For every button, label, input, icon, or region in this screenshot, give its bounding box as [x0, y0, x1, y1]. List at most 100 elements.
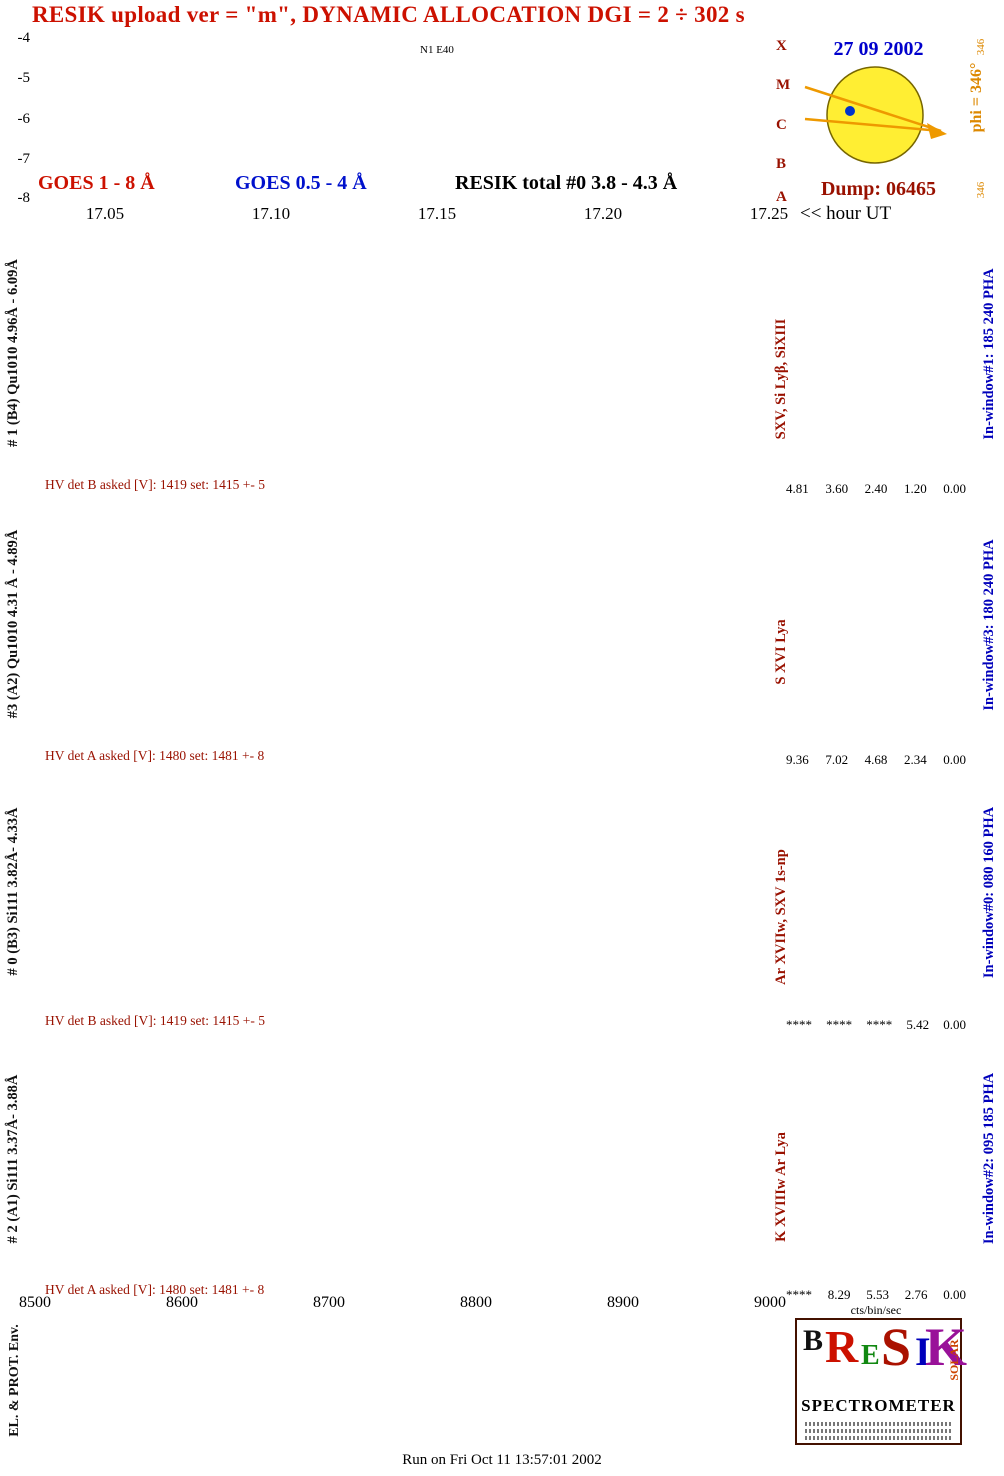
panel4-rate-histogram [790, 1035, 962, 1090]
resik-spectrometer-logo: B R E S I K SOLAR SPECTROMETER [795, 1317, 967, 1445]
logo-fineprint-line [805, 1429, 953, 1433]
hist-units-label: cts/bin/sec [850, 1303, 902, 1317]
dgi-tick: 8700 [313, 1294, 345, 1311]
axis-value: 9.36 [786, 752, 809, 767]
panel2-hist-axis: 9.36 7.02 4.68 2.34 0.00 [786, 752, 966, 768]
panel2-pha-histogram [790, 558, 962, 746]
logo-letter: B [803, 1324, 824, 1357]
panel4-window-label: In-window#2: 095 185 PHA [981, 1072, 997, 1245]
panel3-window-label: In-window#0: 080 160 PHA [981, 806, 997, 979]
goes-xtick: 17.20 [583, 204, 623, 223]
axis-value: 7.02 [825, 752, 849, 767]
axis-value: **** [786, 1017, 812, 1032]
panel1-spectrogram [35, 283, 770, 475]
dgi-tick: 8800 [460, 1294, 492, 1311]
logo-letter: E [861, 1340, 880, 1371]
page-title: RESIK upload ver = "m", DYNAMIC ALLOCATI… [32, 2, 745, 27]
panel1-rate-strip [35, 228, 770, 278]
panel2-rate-strip [35, 500, 770, 555]
goes-ytick: -5 [17, 70, 31, 86]
axis-value: 0.00 [943, 481, 966, 496]
axis-value: 5.53 [866, 1287, 889, 1302]
axis-value: 0.00 [943, 752, 966, 767]
axis-value: 4.81 [786, 481, 809, 496]
run-timestamp: Run on Fri Oct 11 13:57:01 2002 [402, 1452, 602, 1468]
goes-xtick: 17.05 [85, 204, 125, 223]
dgi-tick: 9000 [754, 1294, 786, 1311]
legend-resik-total: RESIK total #0 3.8 - 4.3 Å [455, 172, 678, 194]
logo-letter: I [915, 1329, 931, 1374]
logo-fineprint-line [805, 1436, 953, 1440]
panel2-left-label: #3 (A2) Qu1010 4.31 Å - 4.89Å [5, 529, 21, 719]
logo-spectrometer-label: SPECTROMETER [801, 1396, 956, 1415]
panel1-pha-histogram [790, 283, 962, 475]
panel3-hist-axis: **** **** **** 5.42 0.00 [786, 1017, 966, 1033]
hour-ut-label: << hour UT [800, 203, 892, 224]
panel1-window-label: In-window#1: 185 240 PHA [981, 268, 997, 440]
flare-location-label: N1 E40 [420, 44, 454, 56]
axis-value: 2.76 [904, 1287, 928, 1302]
panel3-pha-histogram [790, 823, 962, 1011]
panel1-hv-status: HV det B asked [V]: 1419 set: 1415 +- 5 [45, 477, 265, 492]
logo-solar-label: SOLAR [947, 1339, 961, 1381]
goes-xtick: 17.15 [417, 204, 457, 223]
panel4-hist-axis: **** 8.29 5.53 2.76 0.00 [786, 1287, 966, 1303]
panel2-window-label: In-window#3: 180 240 PHA [981, 539, 997, 711]
axis-value: **** [866, 1017, 893, 1032]
logo-fineprint-line [805, 1422, 953, 1426]
goes-flux-plot [35, 38, 770, 200]
panel2-hv-status: HV det A asked [V]: 1480 set: 1481 +- 8 [45, 748, 265, 763]
solar-disk-panel: 27 09 2002 Dump: 06465 [795, 38, 962, 200]
panel3-hv-status: HV det B asked [V]: 1419 set: 1415 +- 5 [45, 1013, 265, 1028]
panel4-hv-status: HV det A asked [V]: 1480 set: 1481 +- 8 [45, 1282, 265, 1297]
panel2-rate-histogram [790, 500, 962, 555]
panel2-spectrogram [35, 558, 770, 746]
axis-value: 1.20 [903, 481, 927, 496]
env-left-label: EL. & PROT. Env. [7, 1324, 22, 1437]
panel4-rate-strip [35, 1035, 770, 1090]
dgi-tick: 8600 [166, 1294, 198, 1311]
axis-value: 3.60 [825, 481, 849, 496]
panel1-hist-axis: 4.81 3.60 2.40 1.20 0.00 [786, 481, 966, 497]
axis-value: 5.42 [906, 1017, 930, 1032]
flare-class-m: M [776, 77, 791, 93]
telemetry-strip [35, 1413, 770, 1441]
flare-class-b: B [776, 156, 787, 172]
panel2-line-id-label: S XVI Lya [773, 619, 789, 685]
dgi-tick: 8500 [19, 1294, 51, 1311]
phi-346-top: 346 [975, 38, 987, 56]
flare-class-c: C [776, 117, 787, 133]
flare-class-a: A [776, 189, 787, 205]
panel1-rate-histogram [790, 228, 962, 278]
axis-value: 4.68 [864, 752, 888, 767]
panel1-line-id-label: SXV, Si Lyβ, SiXIII [773, 318, 789, 440]
phi-346-bottom: 346 [975, 181, 987, 199]
panel4-pha-histogram [790, 1093, 962, 1281]
panel3-rate-histogram [790, 770, 962, 820]
panel1-left-label: # 1 (B4) Qu1010 4.96Å - 6.09Å [5, 259, 21, 447]
axis-value: **** [826, 1017, 853, 1032]
panel4-spectrogram [35, 1093, 770, 1281]
legend-goes-long: GOES 1 - 8 Å [38, 172, 155, 194]
legend-goes-short: GOES 0.5 - 4 Å [235, 172, 367, 194]
dgi-tick: 8900 [607, 1294, 639, 1311]
panel3-spectrogram [35, 823, 770, 1011]
axis-value: **** [786, 1287, 812, 1302]
panel3-rate-strip [35, 770, 770, 820]
goes-ytick: -4 [17, 30, 31, 46]
goes-xtick: 17.25 [749, 204, 789, 223]
logo-letter: R [825, 1321, 859, 1372]
solar-disk-drawing [804, 66, 947, 164]
environment-strip [35, 1318, 770, 1406]
axis-value: 2.34 [903, 752, 927, 767]
panel4-left-label: # 2 (A1) Si111 3.37Å- 3.88Å [5, 1074, 21, 1244]
goes-ytick: -8 [17, 190, 31, 206]
panel3-left-label: # 0 (B3) Si111 3.82Å- 4.33Å [5, 807, 21, 976]
goes-ytick: -6 [17, 111, 31, 127]
panel3-line-id-label: Ar XVIIw, SXV 1s-np [773, 849, 789, 985]
axis-value: 0.00 [943, 1017, 966, 1032]
axis-value: 0.00 [943, 1287, 966, 1302]
logo-letter: S [881, 1317, 912, 1377]
goes-ytick: -7 [17, 151, 31, 167]
